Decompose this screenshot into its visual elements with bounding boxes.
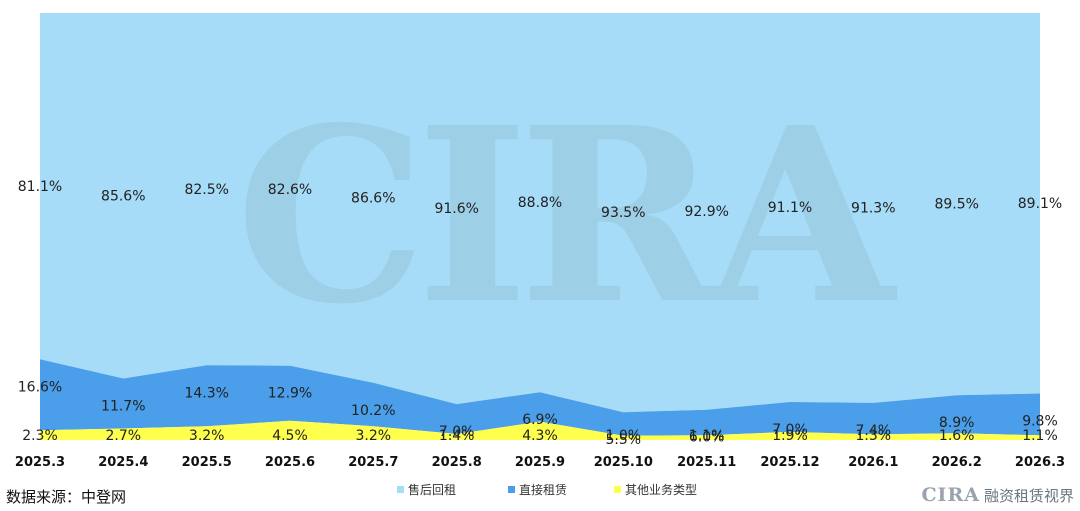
x-tick-label: 2026.3	[1015, 455, 1065, 470]
legend: 售后回租 直接租赁 其他业务类型	[397, 482, 697, 497]
legend-label: 售后回租	[408, 482, 456, 497]
watermark-logo: CIRA	[236, 75, 898, 357]
data-label: 4.3%	[522, 428, 558, 444]
brand-mark: CIRA 融资租赁视界	[921, 484, 1074, 506]
data-label: 82.5%	[184, 182, 228, 198]
data-label: 81.1%	[18, 179, 62, 195]
data-label: 16.6%	[18, 379, 62, 395]
data-label: 1.3%	[856, 428, 892, 444]
x-tick-label: 2025.10	[594, 455, 653, 470]
x-tick-label: 2025.11	[677, 455, 736, 470]
data-label: 1.1%	[689, 428, 725, 444]
data-label: 91.3%	[851, 200, 895, 216]
legend-swatch	[614, 486, 621, 493]
brand-logo: CIRA	[921, 484, 980, 506]
x-tick-label: 2025.8	[432, 455, 482, 470]
data-label: 1.6%	[939, 428, 975, 444]
data-label: 3.2%	[189, 428, 225, 444]
data-label: 1.1%	[1022, 428, 1058, 444]
data-label: 3.2%	[356, 428, 392, 444]
data-label: 1.4%	[439, 428, 475, 444]
x-tick-label: 2026.2	[932, 455, 982, 470]
data-label: 93.5%	[601, 205, 645, 221]
x-tick-label: 2025.9	[515, 455, 565, 470]
data-label: 86.6%	[351, 191, 395, 207]
data-label: 7.4%	[856, 423, 892, 439]
data-label: 8.9%	[939, 415, 975, 431]
x-tick-label: 2026.1	[848, 455, 898, 470]
legend-swatch	[397, 486, 404, 493]
data-label: 2.3%	[22, 428, 58, 444]
chart-areas	[40, 13, 1040, 440]
x-axis-ticks: 2025.3 2025.4 2025.5 2025.6 2025.7 2025.8 2025…	[15, 455, 1065, 470]
data-label: 2.7%	[106, 428, 142, 444]
data-label: 1.0%	[606, 428, 642, 444]
data-label: 5.5%	[606, 432, 642, 448]
x-tick-label: 2025.3	[15, 455, 65, 470]
data-source-note: 数据来源：中登网	[6, 488, 127, 506]
x-tick-label: 2025.4	[98, 455, 148, 470]
area-sale-leaseback	[40, 13, 1040, 413]
data-label: 89.5%	[934, 197, 978, 213]
data-label: 11.7%	[101, 399, 145, 415]
data-label: 88.8%	[518, 195, 562, 211]
data-label: 4.5%	[272, 428, 308, 444]
data-label: 14.3%	[184, 385, 228, 401]
legend-label: 其他业务类型	[625, 482, 697, 497]
x-tick-label: 2025.6	[265, 455, 315, 470]
data-label: 6.0%	[689, 430, 725, 446]
data-label: 89.1%	[1018, 196, 1062, 212]
data-label: 9.8%	[1022, 414, 1058, 430]
data-label: 91.6%	[434, 201, 478, 217]
data-label: 6.9%	[522, 412, 558, 428]
x-tick-label: 2025.12	[760, 455, 819, 470]
data-label: 91.1%	[768, 200, 812, 216]
legend-swatch	[508, 486, 515, 493]
legend-label: 直接租赁	[519, 482, 567, 497]
data-label: 10.2%	[351, 403, 395, 419]
x-tick-label: 2025.5	[182, 455, 232, 470]
data-label: 12.9%	[268, 386, 312, 402]
area-other	[40, 420, 1040, 440]
brand-name: 融资租赁视界	[983, 486, 1074, 505]
data-label: 82.6%	[268, 182, 312, 198]
data-label: 85.6%	[101, 188, 145, 204]
data-label: 7.0%	[439, 424, 475, 440]
area-direct-lease	[40, 359, 1040, 436]
x-tick-label: 2025.7	[348, 455, 398, 470]
data-label: 1.9%	[772, 428, 808, 444]
data-label: 7.0%	[772, 422, 808, 438]
data-label: 92.9%	[684, 204, 728, 220]
data-labels: 2.3% 2.7% 3.2% 4.5% 3.2% 1.4% 4.3% 1.0% 1.1% 1.9%…	[18, 179, 1062, 448]
